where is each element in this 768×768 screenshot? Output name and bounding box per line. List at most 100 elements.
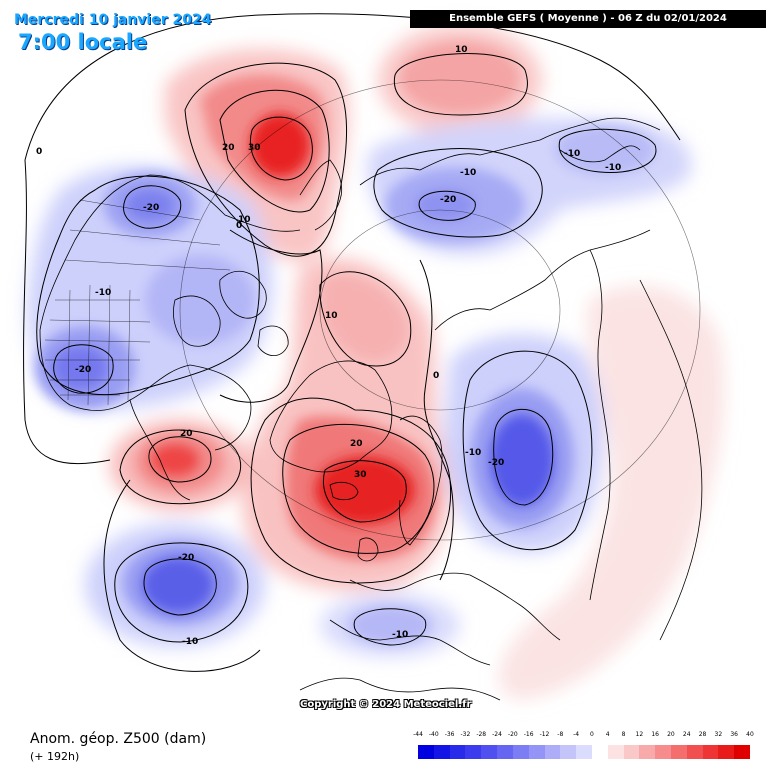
label-north-pacific-20: 20 bbox=[222, 143, 235, 153]
legend-swatch bbox=[671, 745, 687, 759]
legend-swatch bbox=[623, 745, 640, 759]
neg-anomaly-canada-mid bbox=[145, 255, 255, 345]
contour-newfoundland-10 bbox=[119, 429, 241, 505]
field-name-label: Anom. géop. Z500 (dam) bbox=[30, 731, 207, 747]
neg-anomaly-europe-mid bbox=[348, 605, 432, 645]
coast-alaska-bering bbox=[299, 159, 343, 231]
contour-arctic-10 bbox=[319, 271, 412, 367]
legend-swatch bbox=[686, 745, 703, 759]
legend-tick: -44 bbox=[413, 731, 423, 738]
legend-tick-labels: -44 -40 -36 -32 -28 -24 -20 -16 -12 -8 -4 0 4 8 12 16 20… bbox=[413, 731, 754, 741]
coast-north-america-east bbox=[39, 329, 252, 451]
pos-anomaly-arctic-mid bbox=[320, 275, 406, 360]
legend-swatch bbox=[702, 745, 719, 759]
legend-swatch bbox=[718, 745, 735, 759]
forecast-date: Mercredi 10 janvier 2024 bbox=[14, 12, 212, 28]
label-greenland-20: 20 bbox=[350, 439, 363, 449]
legend-tick: 24 bbox=[682, 731, 691, 738]
legend-tick: -20 bbox=[507, 731, 518, 738]
legend-tick: -4 bbox=[573, 731, 580, 738]
label-arctic-10: 10 bbox=[238, 215, 251, 225]
contour-usa-minus20 bbox=[53, 344, 114, 394]
label-newfoundland-20: 20 bbox=[180, 429, 193, 439]
legend-tick: -8 bbox=[557, 731, 564, 738]
coast-arctic-islands bbox=[219, 271, 289, 357]
contour-pacific-10 bbox=[184, 62, 348, 257]
pos-anomaly-pacific-core bbox=[250, 113, 310, 177]
contour-pacific-ring bbox=[103, 479, 261, 672]
legend-tick: 16 bbox=[651, 731, 659, 738]
coast-scandinavia bbox=[399, 415, 443, 546]
legend-tick: -28 bbox=[476, 731, 487, 738]
contour-siberia-minus20 bbox=[418, 190, 476, 221]
legend-tick: -16 bbox=[523, 731, 534, 738]
label-kamchatka-minus10-b: -10 bbox=[605, 163, 621, 173]
label-pacific-edge-0: 0 bbox=[236, 221, 242, 231]
coast-kamchatka bbox=[559, 145, 641, 163]
neg-anomaly-siberia-core bbox=[415, 189, 475, 221]
contour-kamchatka-minus10 bbox=[558, 128, 657, 174]
coast-british-isles bbox=[357, 537, 379, 562]
legend-tick: -36 bbox=[444, 731, 455, 738]
contour-russia-minus10 bbox=[462, 350, 593, 551]
contour-russia-minus20 bbox=[493, 408, 554, 506]
neg-anomaly-usa-core bbox=[52, 346, 108, 390]
legend-tick: 8 bbox=[621, 731, 626, 738]
coast-siberia-north bbox=[359, 117, 661, 186]
contour-siberia-minus10 bbox=[373, 148, 543, 238]
forecast-local-time: 7:00 locale bbox=[18, 30, 148, 54]
label-usa-minus20: -20 bbox=[75, 365, 91, 375]
legend-swatch bbox=[433, 745, 450, 759]
label-north-pacific-30: 30 bbox=[248, 143, 261, 153]
legend-swatch bbox=[418, 745, 434, 759]
contour-lines bbox=[23, 13, 681, 672]
label-atlantic-minus20: -20 bbox=[178, 553, 194, 563]
label-hudson-10: 10 bbox=[325, 311, 338, 321]
coast-europe bbox=[349, 572, 561, 641]
legend-swatch bbox=[734, 745, 751, 759]
coast-russia-arctic bbox=[434, 229, 651, 331]
label-alaska-minus20: -20 bbox=[143, 203, 159, 213]
contour-northpole-10 bbox=[393, 53, 528, 116]
legend-tick: 4 bbox=[605, 731, 610, 738]
pos-anomaly-newfoundland-core bbox=[151, 444, 199, 476]
contour-newfoundland-20 bbox=[148, 436, 212, 483]
coast-africa bbox=[299, 677, 501, 701]
legend-swatch bbox=[607, 745, 624, 759]
pos-anomaly-northpole-mid bbox=[400, 42, 520, 114]
lead-time-label: (+ 192h) bbox=[30, 750, 80, 763]
legend-swatch bbox=[655, 745, 671, 759]
label-iceland-30: 30 bbox=[354, 470, 367, 480]
contour-labels: 20 30 10 10 10 -20 0 -10 -20 20 20 30 -1… bbox=[36, 45, 621, 647]
coast-greenland bbox=[269, 360, 393, 473]
neg-anomaly-alaska-core bbox=[125, 189, 175, 221]
legend-tick: 0 bbox=[589, 731, 594, 738]
label-canada-minus10: -10 bbox=[95, 288, 111, 298]
legend-swatch bbox=[465, 745, 482, 759]
label-barents-0: 0 bbox=[433, 371, 439, 381]
legend-tick: -40 bbox=[428, 731, 439, 738]
label-kamchatka-minus10-a: -10 bbox=[564, 149, 580, 159]
neg-anomaly-atlantic-core bbox=[142, 557, 214, 613]
legend-tick: 36 bbox=[730, 731, 739, 738]
label-east-siberia-minus10: -10 bbox=[460, 168, 476, 178]
contour-iceland-20 bbox=[282, 423, 435, 554]
contour-barents-0 bbox=[419, 259, 454, 581]
legend-color-bar bbox=[418, 745, 751, 759]
contour-zero-west bbox=[23, 159, 111, 465]
contour-pacific-20 bbox=[219, 89, 330, 213]
label-russia-minus20: -20 bbox=[488, 458, 504, 468]
pos-anomaly-iceland-core bbox=[315, 456, 415, 524]
label-beaufort-0: 0 bbox=[36, 147, 42, 157]
coast-mediterranean bbox=[329, 619, 491, 666]
contour-pacific-30 bbox=[250, 116, 313, 181]
legend-swatch bbox=[639, 745, 656, 759]
legend-tick: 40 bbox=[746, 731, 754, 738]
label-scandinavia-minus10: -10 bbox=[465, 448, 481, 458]
legend-swatch bbox=[497, 745, 513, 759]
coast-north-america-west bbox=[39, 174, 301, 331]
coast-mexico bbox=[129, 399, 191, 501]
legend-swatch bbox=[512, 745, 529, 759]
legend-swatch bbox=[449, 745, 466, 759]
